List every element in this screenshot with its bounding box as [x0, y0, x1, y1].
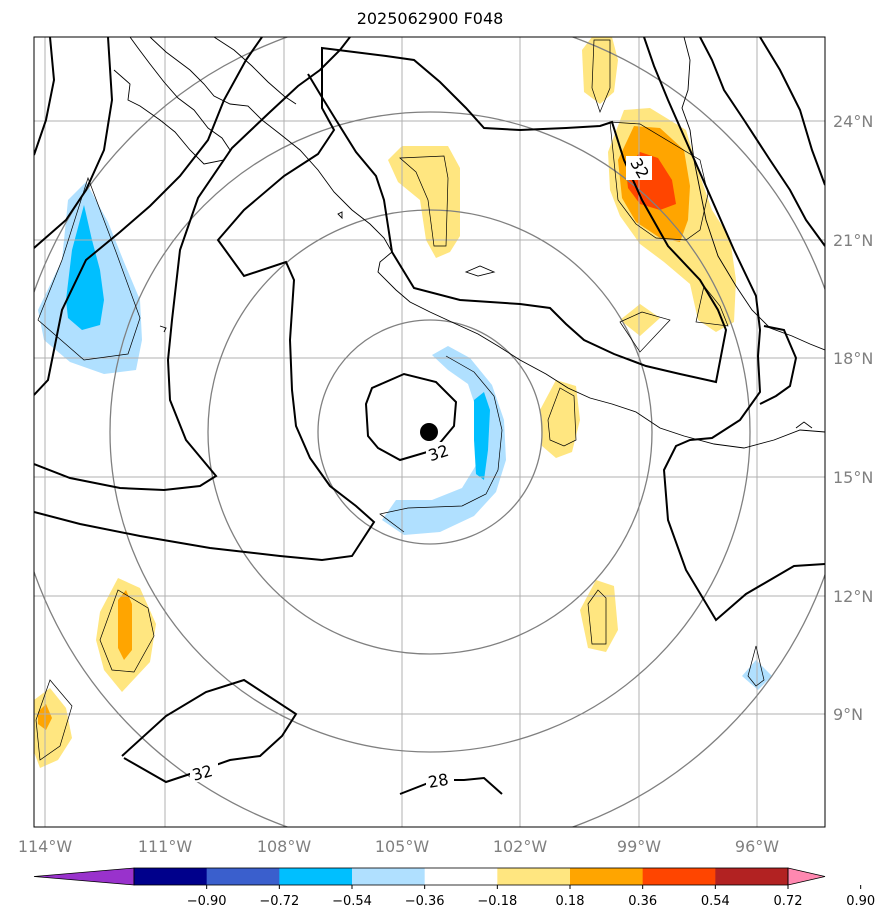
thin-contours: [35, 39, 765, 761]
colorbar-swatch: [642, 868, 716, 885]
colorbar-tick-label: −0.54: [332, 894, 372, 909]
colorbar-tick-label: −0.72: [259, 894, 299, 909]
lon-label: 111°W: [138, 837, 193, 856]
lat-label: 9°N: [833, 705, 863, 724]
colorbar-extend-high: [787, 867, 826, 886]
range-rings: [34, 37, 825, 827]
colorbar-swatch: [424, 868, 498, 885]
lon-label: 96°W: [735, 837, 779, 856]
contour-label-south: 28: [427, 770, 450, 792]
lat-label: 21°N: [833, 231, 873, 250]
colorbar-swatch: [206, 868, 280, 885]
colorbar-tick-label: −0.18: [477, 894, 517, 909]
storm-center-marker: [420, 423, 438, 441]
map-title: 2025062900 F048: [356, 9, 504, 28]
colorbar: −0.90 −0.72 −0.54 −0.36 −0.18 0.18 0.36 0.54 0.7…: [33, 867, 875, 909]
colorbar-swatch: [570, 868, 644, 885]
colorbar-tick-label: −0.36: [405, 894, 445, 909]
lon-label: 102°W: [493, 837, 548, 856]
thick-contours: [34, 37, 825, 795]
colorbar-swatch: [134, 868, 208, 885]
lon-label: 114°W: [18, 837, 73, 856]
colorbar-swatch: [497, 868, 571, 885]
colorbar-tick-label: 0.72: [774, 894, 803, 909]
map-border: [33, 36, 826, 828]
colorbar-swatch: [352, 868, 426, 885]
colorbar-tick-label: 0.54: [701, 894, 730, 909]
colorbar-tick-label: 0.18: [556, 894, 585, 909]
colorbar-swatch: [715, 868, 789, 885]
colorbar-tick-label: 0.90: [846, 894, 875, 909]
latitude-labels: 24°N 21°N 18°N 15°N 12°N 9°N: [833, 112, 873, 724]
colorbar-border: [133, 867, 789, 886]
lat-label: 15°N: [833, 468, 873, 487]
colorbar-swatch: [279, 868, 353, 885]
lon-label: 108°W: [257, 837, 312, 856]
colorbar-extend-low: [33, 867, 135, 886]
lat-label: 12°N: [833, 587, 873, 606]
colorbar-tick-label: −0.90: [187, 894, 227, 909]
lon-label: 99°W: [617, 837, 661, 856]
colorbar-tick-label: 0.36: [628, 894, 657, 909]
contour-label-masks: [190, 156, 652, 790]
lat-label: 24°N: [833, 112, 873, 131]
lon-label: 105°W: [375, 837, 430, 856]
lat-label: 18°N: [833, 349, 873, 368]
contour-label-southwest: 32: [190, 761, 215, 785]
longitude-labels: 114°W 111°W 108°W 105°W 102°W 99°W 96°W: [18, 837, 779, 856]
